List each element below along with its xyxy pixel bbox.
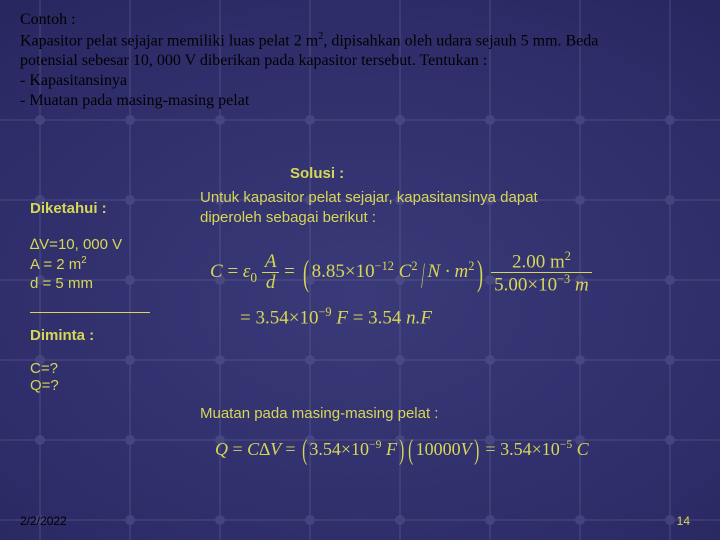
equation-charge: Q = C∆V = (3.54×10−9 F)(10000V) = 3.54×1… <box>215 435 589 467</box>
value-a: A = 2 m2 <box>30 255 190 275</box>
known-values-panel: Diketahui : ∆V=10, 000 V A = 2 m2 d = 5 … <box>30 200 190 394</box>
diketahui-title: Diketahui : <box>30 200 190 217</box>
equation-capacitance: C = ε0 A d = (8.85×10−12 C2/N · m2) 2.00… <box>210 250 592 296</box>
header-line-3: potensial sebesar 10, 000 V diberikan pa… <box>20 51 700 71</box>
header-line-5: - Muatan pada masing-masing pelat <box>20 91 700 111</box>
value-d: d = 5 mm <box>30 274 190 294</box>
charge-label: Muatan pada masing-masing pelat : <box>200 405 438 422</box>
solution-line-1: Untuk kapasitor pelat sejajar, kapasitan… <box>200 188 538 208</box>
asked-c: C=? <box>30 360 190 377</box>
solution-line-2: diperoleh sebagai berikut : <box>200 208 538 228</box>
asked-q: Q=? <box>30 377 190 394</box>
diminta-title: Diminta : <box>30 327 190 344</box>
slide-root: Contoh : Kapasitor pelat sejajar memilik… <box>0 0 720 540</box>
divider-line <box>30 312 150 313</box>
value-dv: ∆V=10, 000 V <box>30 235 190 255</box>
fraction-values: 2.00 m2 5.00×10−3 m <box>491 250 592 296</box>
solution-title: Solusi : <box>290 165 344 182</box>
header-line-4: - Kapasitansinya <box>20 71 700 91</box>
header-line-1: Contoh : <box>20 10 700 30</box>
solution-intro: Untuk kapasitor pelat sejajar, kapasitan… <box>200 188 538 227</box>
footer-date: 2/2/2022 <box>20 514 67 528</box>
equation-capacitance-result: = 3.54×10−9 F = 3.54 n.F <box>240 305 432 329</box>
header-line-2: Kapasitor pelat sejajar memiliki luas pe… <box>20 30 700 51</box>
footer-page-number: 14 <box>677 514 690 528</box>
known-values: ∆V=10, 000 V A = 2 m2 d = 5 mm <box>30 235 190 294</box>
problem-statement: Contoh : Kapasitor pelat sejajar memilik… <box>20 10 700 111</box>
fraction-a-d: A d <box>262 252 280 293</box>
